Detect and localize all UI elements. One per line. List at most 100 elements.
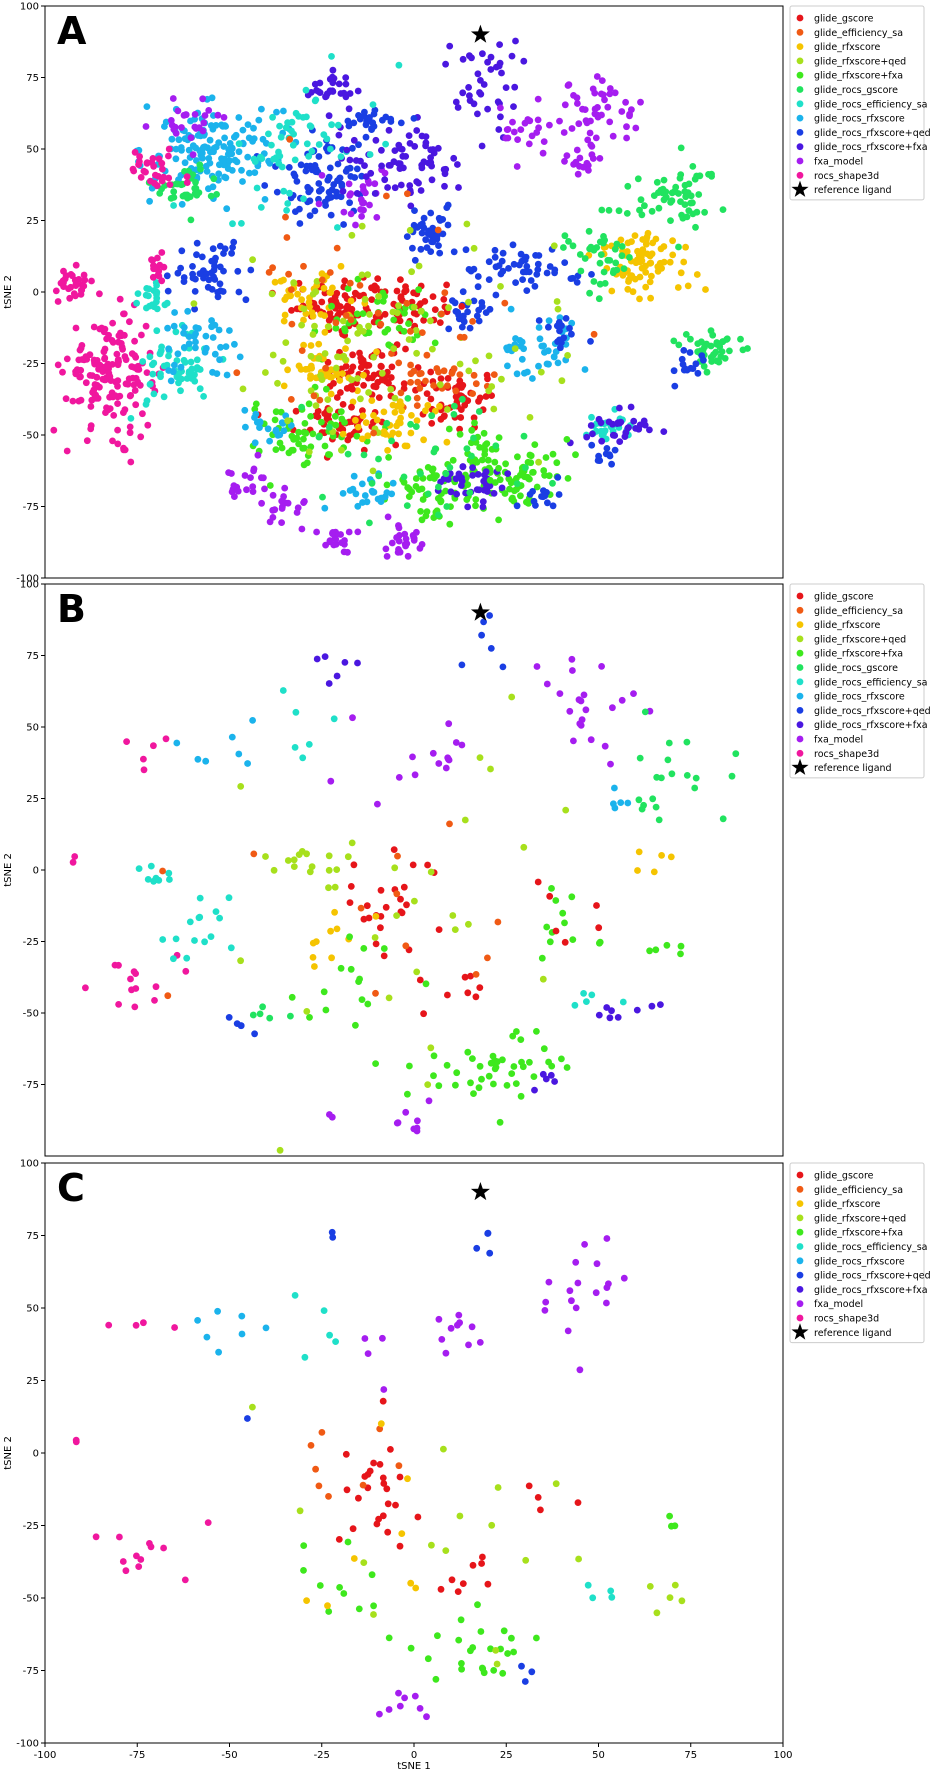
point-rocs-shape3d [160,1544,168,1552]
point-glide-rocs-efficiency-sa [283,207,290,214]
point-glide-gscore [349,363,357,371]
point-glide-rocs-rfxscore [215,1348,223,1356]
point-glide-gscore [393,287,401,295]
point-fxa-model [476,1339,484,1346]
point-glide-efficiency-sa [490,371,498,378]
y-tick-label: -25 [23,1521,39,1532]
point-fxa-model [379,1334,386,1342]
point-fxa-model [214,111,222,119]
point-glide-rfxscore-fxa [596,939,603,947]
point-glide-gscore [484,1580,492,1588]
point-glide-rfxscore [403,442,411,450]
point-glide-rocs-rfxscore [261,196,269,203]
point-glide-gscore [359,407,366,415]
point-glide-rfxscore-fxa [509,1032,517,1040]
point-glide-rocs-efficiency-sa [588,991,596,999]
point-glide-rfxscore-fxa [490,1080,497,1088]
point-fxa-model [327,777,335,785]
point-glide-rocs-gscore [375,455,382,463]
point-glide-rfxscore-qed [575,1555,582,1563]
point-rocs-shape3d [126,429,134,437]
point-fxa-model [404,552,412,560]
point-glide-rocs-gscore [435,483,442,491]
point-glide-rfxscore-qed [237,783,245,790]
legend-label: glide_rfxscore [814,42,880,53]
point-glide-rfxscore [650,868,658,876]
point-glide-rfxscore-qed [298,321,305,329]
point-glide-rocs-rfxscore-qed [336,174,344,182]
point-glide-rfxscore-qed [309,331,317,338]
point-glide-rfxscore-qed [370,1611,377,1618]
point-glide-rocs-rfxscore [208,317,216,324]
point-glide-rocs-gscore [424,490,432,498]
point-glide-rocs-efficiency-sa [583,998,590,1005]
point-glide-rocs-rfxscore-qed [566,324,573,332]
point-glide-gscore [443,281,450,289]
point-glide-rfxscore-qed [366,311,373,318]
point-glide-rocs-rfxscore [544,347,552,355]
point-glide-rocs-efficiency-sa [159,936,167,943]
point-glide-rfxscore-fxa [501,490,509,497]
legend-marker-glide-rocs-rfxscore-fxa [796,143,804,151]
point-glide-gscore [376,1461,384,1468]
point-glide-rfxscore-fxa [533,483,541,491]
point-glide-rocs-rfxscore-fxa [495,62,503,70]
point-glide-rfxscore-fxa [307,413,314,420]
point-rocs-shape3d [159,165,166,173]
point-fxa-model [411,771,419,779]
y-tick-label: 100 [20,1159,39,1170]
point-glide-rocs-rfxscore [354,502,362,510]
point-glide-rfxscore-qed [348,839,356,847]
point-glide-rfxscore-fxa [404,1090,411,1098]
point-glide-rocs-gscore [695,191,703,198]
point-glide-rfxscore-qed [279,357,287,365]
point-glide-rfxscore-fxa [379,297,387,305]
point-fxa-model [362,189,369,197]
point-glide-rfxscore-fxa [508,495,516,503]
point-glide-rocs-rfxscore-fxa [441,182,448,190]
point-glide-rfxscore-fxa [478,1075,485,1083]
point-glide-gscore [383,1485,391,1493]
point-glide-rocs-efficiency-sa [607,1587,615,1595]
point-glide-rocs-gscore [615,207,623,215]
point-glide-rocs-rfxscore-fxa [479,503,487,511]
point-glide-rfxscore-fxa [301,420,309,427]
point-glide-gscore [377,886,385,894]
point-fxa-model [607,760,614,768]
point-glide-rfxscore-fxa [360,945,368,952]
point-glide-rfxscore-fxa [295,428,302,436]
point-glide-rocs-gscore [189,171,197,179]
point-glide-rocs-rfxscore [538,342,546,350]
point-glide-rfxscore-qed [237,957,245,965]
point-glide-gscore [360,915,368,923]
point-glide-rocs-gscore [561,232,569,240]
point-rocs-shape3d [150,162,158,170]
point-glide-rocs-rfxscore-fxa [352,157,360,164]
point-glide-rocs-rfxscore [287,422,295,429]
y-tick-label: -75 [23,1666,39,1677]
point-glide-rocs-efficiency-sa [284,200,292,207]
point-glide-rocs-rfxscore [221,134,229,142]
point-fxa-model [340,208,348,216]
point-glide-efficiency-sa [590,330,598,338]
point-glide-rocs-rfxscore-qed [326,164,334,172]
point-glide-rfxscore-fxa [495,516,502,524]
point-glide-rfxscore-qed [498,375,505,383]
point-fxa-model [468,1323,476,1331]
point-glide-rfxscore [309,954,317,961]
point-glide-rocs-efficiency-sa [286,189,293,197]
point-rocs-shape3d [109,437,116,445]
point-glide-rfxscore [373,348,380,356]
point-glide-rfxscore [294,290,301,298]
point-glide-rfxscore [635,848,643,856]
point-glide-rfxscore-fxa [299,444,307,452]
legend-marker-glide-rocs-rfxscore-fxa [796,1286,804,1293]
point-glide-rocs-efficiency-sa [306,122,314,130]
point-glide-rfxscore-qed [497,283,504,290]
legend-label: glide_gscore [814,14,874,25]
point-fxa-model [315,200,323,208]
point-glide-rocs-rfxscore [235,114,243,121]
point-glide-rocs-efficiency-sa [328,53,335,60]
point-glide-rocs-rfxscore-fxa [353,190,361,197]
point-glide-rocs-rfxscore [520,345,527,353]
